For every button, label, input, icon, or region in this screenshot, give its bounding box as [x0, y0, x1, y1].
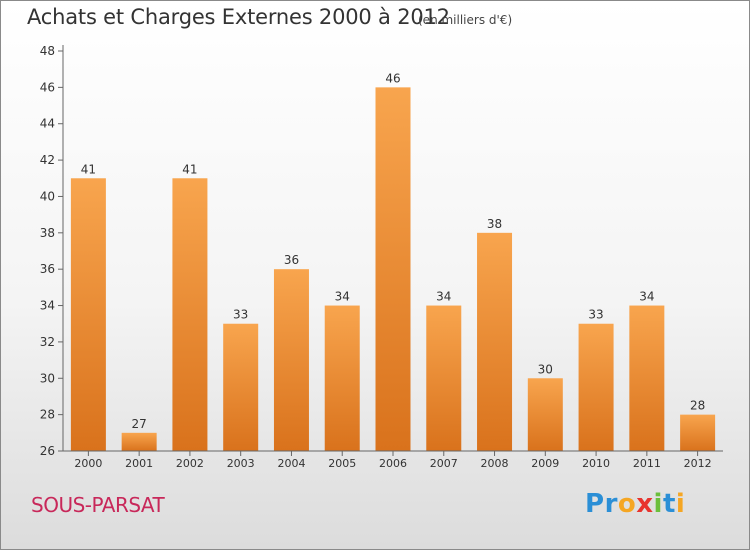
y-tick-label: 42: [40, 153, 55, 167]
y-axis: 26 28 30 32 34 36 38 40 42 44 46 48: [40, 44, 64, 458]
logo-letter: P: [585, 489, 605, 519]
bar-value-label: 41: [182, 162, 197, 176]
bar: [273, 269, 309, 451]
bar: [121, 432, 157, 451]
logo-letter: t: [662, 489, 676, 519]
logo-letter: r: [604, 489, 618, 519]
bar-value-label: 41: [81, 162, 96, 176]
x-tick-label: 2010: [582, 457, 610, 470]
bar: [375, 87, 411, 451]
x-axis: 2000 2001 2002 2003 2004 2005 2006 2007 2008 2009…: [63, 450, 723, 470]
bar: [629, 305, 665, 451]
bar-value-label: 34: [639, 290, 654, 304]
x-tick-label: 2007: [430, 457, 458, 470]
bar: [223, 323, 259, 451]
x-tick-label: 2002: [176, 457, 204, 470]
logo-letter: i: [653, 489, 663, 519]
bar: [172, 178, 208, 452]
x-tick-label: 2008: [481, 457, 509, 470]
y-tick-label: 40: [40, 189, 55, 203]
bar: [426, 305, 462, 451]
bar: [680, 414, 716, 451]
bar-value-label: 30: [538, 362, 553, 376]
bar-value-label: 46: [385, 71, 400, 85]
bar-value-label: 28: [690, 399, 705, 413]
y-tick-label: 28: [40, 408, 55, 422]
x-tick-label: 2012: [684, 457, 712, 470]
x-tick-label: 2000: [74, 457, 102, 470]
bar: [477, 232, 513, 451]
x-tick-label: 2003: [227, 457, 255, 470]
y-tick-label: 36: [40, 262, 55, 276]
y-tick-label: 26: [40, 444, 55, 458]
y-tick-label: 46: [40, 80, 55, 94]
bar-value-label: 34: [436, 290, 451, 304]
proxiti-logo[interactable]: Proxiti: [585, 489, 685, 519]
y-tick-label: 38: [40, 226, 55, 240]
bar-value-label: 33: [588, 308, 603, 322]
logo-letter: x: [636, 489, 654, 519]
y-tick-label: 48: [40, 44, 55, 58]
bar-value-label: 36: [284, 253, 299, 267]
x-tick-label: 2006: [379, 457, 407, 470]
bar-value-label: 27: [132, 417, 147, 431]
y-tick-label: 30: [40, 371, 55, 385]
place-name: SOUS-PARSAT: [31, 493, 165, 517]
chart-subtitle: (en milliers d'€): [418, 13, 513, 27]
y-tick-label: 44: [40, 117, 55, 131]
x-tick-label: 2004: [277, 457, 305, 470]
y-tick-label: 32: [40, 335, 55, 349]
chart-title: Achats et Charges Externes 2000 à 2012: [27, 5, 450, 29]
y-tick-label: 34: [40, 299, 55, 313]
bar-value-label: 34: [335, 290, 350, 304]
x-tick-label: 2011: [633, 457, 661, 470]
logo-letter: i: [675, 489, 686, 519]
bar: [578, 323, 614, 451]
bar: [70, 178, 106, 452]
x-tick-label: 2005: [328, 457, 356, 470]
logo-letter: o: [617, 489, 637, 519]
x-tick-label: 2001: [125, 457, 153, 470]
bar: [324, 305, 360, 451]
bar-value-label: 38: [487, 217, 502, 231]
bars: 41 27 41 33 36 34 46 34 38 30 33 34 28: [70, 71, 716, 452]
bar-value-label: 33: [233, 308, 248, 322]
x-tick-label: 2009: [531, 457, 559, 470]
bar: [527, 378, 563, 451]
